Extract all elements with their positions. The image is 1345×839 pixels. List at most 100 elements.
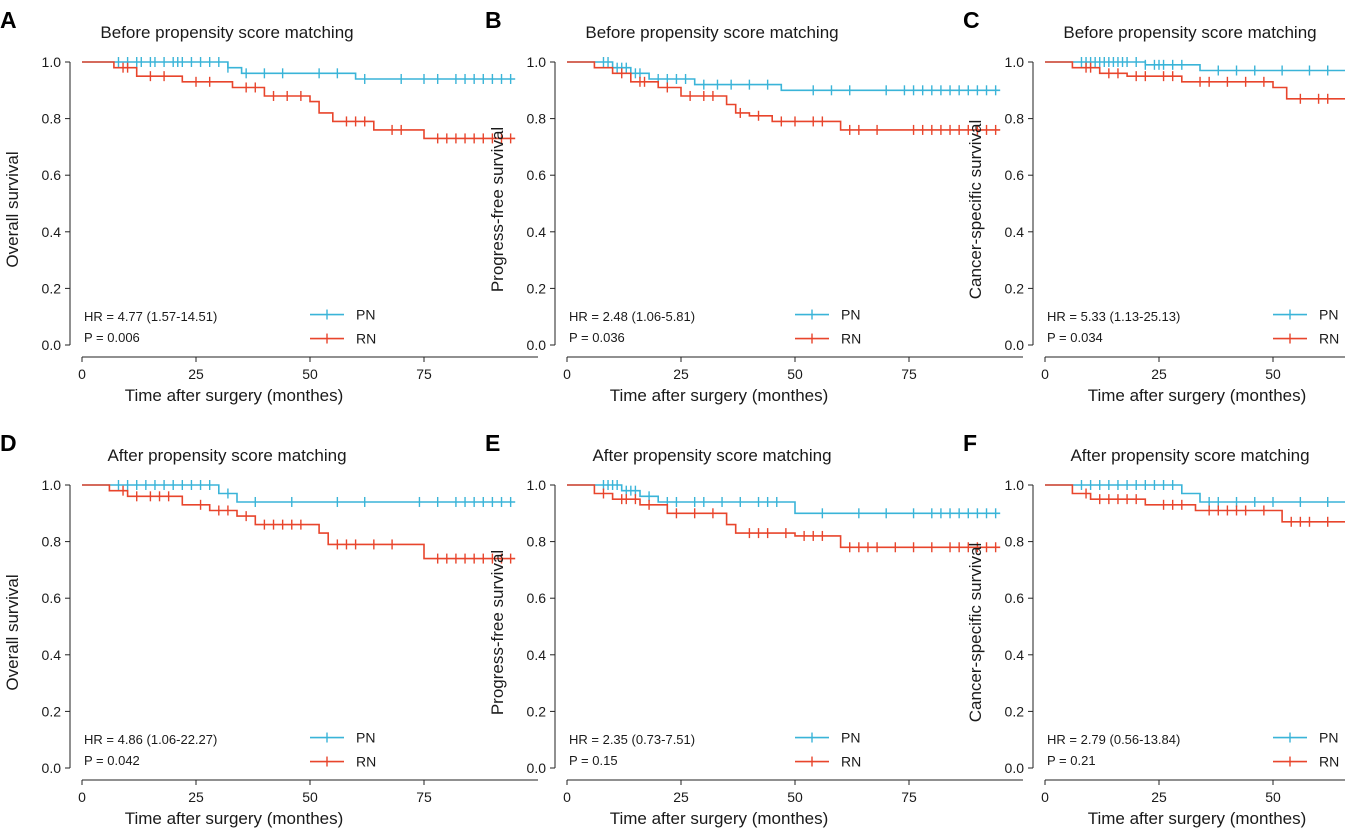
y-tick-label: 0.4 [1005, 647, 1025, 663]
p-value: P = 0.006 [84, 330, 140, 345]
legend-label-pn: PN [1319, 730, 1338, 746]
y-tick-label: 1.0 [42, 54, 62, 70]
x-tick-label: 25 [1151, 789, 1167, 805]
y-axis-label: Overall survival [3, 151, 22, 267]
km-panel-e: E After propensity score matching 0.0 0.2 0.… [485, 430, 1023, 828]
hazard-ratio: HR = 2.48 (1.06-5.81) [569, 309, 695, 324]
x-tick-label: 75 [901, 366, 917, 382]
y-tick-label: 0.8 [42, 111, 62, 127]
chart-title: Before propensity score matching [585, 23, 838, 42]
survival-curve-rn [1045, 61, 1345, 100]
panel-label: A [0, 7, 17, 33]
chart-title: Before propensity score matching [100, 23, 353, 42]
survival-curve-rn [82, 484, 516, 560]
x-tick-label: 25 [188, 366, 204, 382]
p-value: P = 0.042 [84, 753, 140, 768]
x-axis-label: Time after surgery (monthes) [610, 809, 829, 828]
hazard-ratio: HR = 5.33 (1.13-25.13) [1047, 309, 1180, 324]
y-tick-label: 0.4 [42, 224, 62, 240]
y-tick-label: 0.0 [42, 760, 62, 776]
x-tick-label: 0 [1041, 789, 1049, 805]
y-tick-label: 0.6 [42, 590, 62, 606]
y-tick-label: 0.6 [527, 167, 547, 183]
y-tick-label: 0.4 [527, 224, 547, 240]
hazard-ratio: HR = 4.77 (1.57-14.51) [84, 309, 217, 324]
panel-label: C [963, 7, 980, 33]
x-tick-label: 0 [78, 366, 86, 382]
y-tick-label: 0.8 [527, 111, 547, 127]
legend-label-pn: PN [356, 307, 375, 323]
y-tick-label: 1.0 [42, 477, 62, 493]
x-tick-label: 0 [1041, 366, 1049, 382]
x-tick-label: 0 [78, 789, 86, 805]
km-panel-a: A Before propensity score matching 0.0 0.2 0… [0, 7, 538, 405]
chart-title: After propensity score matching [592, 446, 831, 465]
x-tick-label: 25 [1151, 366, 1167, 382]
y-tick-label: 0.2 [527, 280, 547, 296]
legend-label-rn: RN [356, 331, 376, 347]
panel-label: D [0, 430, 17, 456]
x-axis-label: Time after surgery (monthes) [1088, 386, 1307, 405]
y-axis-label: Cancer-specific survival [966, 543, 985, 723]
legend-label-rn: RN [356, 754, 376, 770]
y-tick-label: 0.2 [527, 703, 547, 719]
y-tick-label: 0.6 [1005, 590, 1025, 606]
y-axis-label: Progress-free survival [488, 127, 507, 292]
x-tick-label: 25 [673, 366, 689, 382]
survival-curve-rn [567, 61, 1001, 131]
x-tick-label: 25 [188, 789, 204, 805]
y-tick-label: 0.0 [42, 337, 62, 353]
y-axis-label: Overall survival [3, 574, 22, 690]
km-panel-c: C Before propensity score matching 0.0 0.2 0… [963, 7, 1345, 405]
p-value: P = 0.034 [1047, 330, 1103, 345]
legend-label-pn: PN [841, 307, 860, 323]
y-tick-label: 0.0 [527, 760, 547, 776]
km-panel-d: D After propensity score matching 0.0 0.2 0.… [0, 430, 538, 828]
x-tick-label: 50 [302, 366, 318, 382]
x-tick-label: 75 [901, 789, 917, 805]
x-tick-label: 75 [416, 366, 432, 382]
x-axis-label: Time after surgery (monthes) [1088, 809, 1307, 828]
y-tick-label: 0.2 [42, 280, 62, 296]
km-panel-b: B Before propensity score matching 0.0 0.2 0… [485, 7, 1023, 405]
legend-label-pn: PN [356, 730, 375, 746]
hazard-ratio: HR = 2.35 (0.73-7.51) [569, 732, 695, 747]
y-tick-label: 1.0 [527, 54, 547, 70]
y-axis-label: Progress-free survival [488, 550, 507, 715]
y-tick-label: 0.4 [42, 647, 62, 663]
panel-label: F [963, 430, 977, 456]
y-tick-label: 0.2 [1005, 280, 1025, 296]
x-tick-label: 0 [563, 789, 571, 805]
panel-label: E [485, 430, 500, 456]
x-tick-label: 75 [416, 789, 432, 805]
y-tick-label: 0.4 [1005, 224, 1025, 240]
y-tick-label: 1.0 [527, 477, 547, 493]
y-tick-label: 0.8 [1005, 111, 1025, 127]
y-tick-label: 0.2 [1005, 703, 1025, 719]
p-value: P = 0.15 [569, 753, 618, 768]
x-tick-label: 50 [302, 789, 318, 805]
y-tick-label: 0.2 [42, 703, 62, 719]
y-tick-label: 0.0 [1005, 760, 1025, 776]
x-axis-label: Time after surgery (monthes) [125, 809, 344, 828]
survival-curve-pn [82, 484, 516, 503]
legend-label-rn: RN [841, 331, 861, 347]
hazard-ratio: HR = 4.86 (1.06-22.27) [84, 732, 217, 747]
y-tick-label: 0.4 [527, 647, 547, 663]
x-axis-label: Time after surgery (monthes) [125, 386, 344, 405]
x-tick-label: 0 [563, 366, 571, 382]
chart-title: After propensity score matching [107, 446, 346, 465]
survival-curve-rn [567, 484, 1001, 549]
hazard-ratio: HR = 2.79 (0.56-13.84) [1047, 732, 1180, 747]
y-axis-label: Cancer-specific survival [966, 120, 985, 300]
p-value: P = 0.21 [1047, 753, 1096, 768]
y-tick-label: 0.0 [527, 337, 547, 353]
y-tick-label: 0.8 [42, 534, 62, 550]
legend-label-rn: RN [1319, 331, 1339, 347]
y-tick-label: 0.6 [1005, 167, 1025, 183]
y-tick-label: 0.8 [1005, 534, 1025, 550]
p-value: P = 0.036 [569, 330, 625, 345]
legend-label-rn: RN [841, 754, 861, 770]
legend-label-pn: PN [841, 730, 860, 746]
